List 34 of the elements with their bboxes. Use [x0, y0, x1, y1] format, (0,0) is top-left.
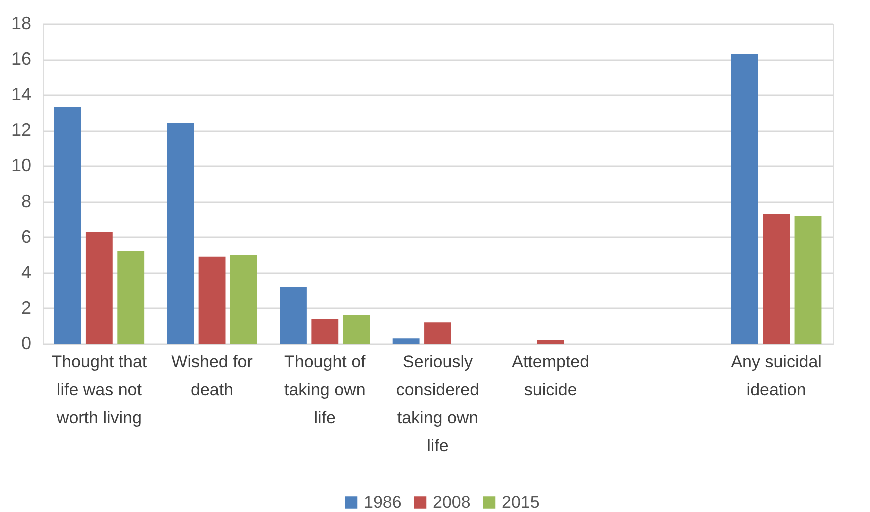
bar — [424, 322, 452, 344]
bar — [731, 54, 758, 344]
bar — [86, 232, 113, 344]
y-tick-label: 6 — [21, 226, 32, 247]
y-tick-label: 14 — [11, 84, 32, 105]
x-tick-label: Attempted suicide — [512, 352, 590, 400]
y-tick-label: 8 — [21, 191, 32, 212]
bar — [763, 214, 790, 344]
y-tick-label: 16 — [11, 49, 32, 70]
y-tick-label: 4 — [21, 262, 32, 282]
bar — [118, 252, 145, 344]
legend-label: 2015 — [502, 492, 540, 512]
bar — [312, 319, 339, 344]
legend-label: 2008 — [433, 492, 471, 512]
y-tick-label: 10 — [11, 156, 32, 176]
x-tick-label: Seriously considered taking own life — [396, 352, 480, 456]
x-tick-label: Wished for death — [172, 352, 254, 400]
y-tick-label: 18 — [11, 14, 32, 34]
bar — [230, 255, 258, 344]
bar — [280, 287, 307, 344]
bar — [794, 216, 822, 344]
bar — [392, 338, 420, 344]
y-tick-label: 12 — [11, 120, 32, 140]
x-tick-label: Any suicidal ideation — [731, 352, 822, 400]
x-tick-label: Thought that life was not worth living — [52, 352, 148, 428]
bar — [198, 256, 226, 344]
x-tick-label: Thought of taking own life — [284, 352, 366, 428]
bar — [537, 340, 564, 344]
y-tick-label: 2 — [21, 298, 32, 318]
bar — [54, 108, 82, 344]
y-tick-label: 0 — [21, 334, 32, 354]
bar — [343, 316, 370, 344]
legend-label: 1986 — [364, 492, 402, 512]
bar — [167, 124, 194, 344]
